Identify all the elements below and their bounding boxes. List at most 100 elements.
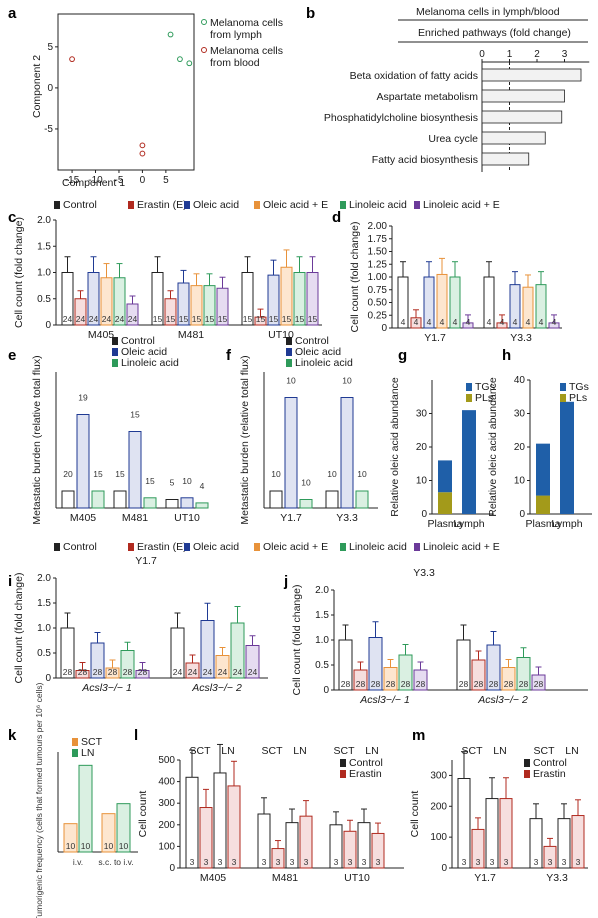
j-n-label: 28 xyxy=(386,679,396,689)
legend-swatch-control xyxy=(54,201,60,209)
h-legend-label: TGs xyxy=(569,381,589,393)
panel-label-b: b xyxy=(306,5,315,22)
g-bar xyxy=(438,460,452,493)
l-bar xyxy=(227,785,241,869)
a-point xyxy=(139,150,146,157)
m-n-label: 3 xyxy=(462,857,467,867)
c-n-label: 15 xyxy=(308,314,318,324)
b-xtick-label: 3 xyxy=(562,49,568,60)
c-ytick-label: 0.5 xyxy=(37,294,51,305)
legend-blood-text: Melanoma cells from blood xyxy=(210,45,286,69)
f-n-label: 10 xyxy=(357,469,367,479)
a-ytick-label: 5 xyxy=(47,42,53,53)
f-n-label: 10 xyxy=(327,469,337,479)
e-bar xyxy=(61,490,75,509)
i-ylabel: Cell count (fold change) xyxy=(13,573,25,684)
f-bar xyxy=(284,397,298,509)
e-bar xyxy=(180,497,194,509)
f-n-label: 10 xyxy=(301,478,311,488)
i-n-label: 24 xyxy=(188,667,198,677)
panel-label-a: a xyxy=(8,5,17,22)
legend-label-linoleic_e: Linoleic acid + E xyxy=(423,199,500,211)
legend-swatch-linoleic xyxy=(340,201,346,209)
l-n-label: 3 xyxy=(290,857,295,867)
d-n-label: 4 xyxy=(453,317,458,327)
g-bar xyxy=(462,410,476,514)
j-group-label: Acsl3−/− 2 xyxy=(477,694,528,706)
h-ytick-label: 10 xyxy=(514,476,526,487)
j-ytick-label: 1.5 xyxy=(315,610,329,621)
b-bar xyxy=(481,89,565,103)
f-legend-swatch xyxy=(286,337,292,345)
d-n-label: 4 xyxy=(466,317,471,327)
f-group-label: Y1.7 xyxy=(280,512,302,524)
e-group-label: M405 xyxy=(70,512,96,524)
h-category-label: Plasma xyxy=(525,518,560,530)
h-ytick-label: 0 xyxy=(519,509,525,520)
d-n-label: 4 xyxy=(539,317,544,327)
k-legend-label: SCT xyxy=(81,736,103,748)
c-n-label: 24 xyxy=(89,314,99,324)
m-legend-label: Erastin xyxy=(533,768,566,780)
m-n-label: 3 xyxy=(576,857,581,867)
c-n-label: 15 xyxy=(218,314,228,324)
l-ytick-label: 400 xyxy=(158,777,175,788)
j-n-label: 28 xyxy=(489,679,499,689)
panel-b-title: Melanoma cells in lymph/blood xyxy=(416,6,560,18)
j-ytick-label: 0.5 xyxy=(315,660,329,671)
legend-label-oleic: Oleic acid xyxy=(193,199,239,211)
c-n-label: 15 xyxy=(256,314,266,324)
panel-k-chart: Tumorigenic frequency (cells that formed… xyxy=(34,682,138,918)
legend-swatch-control xyxy=(54,543,60,551)
h-bar xyxy=(536,495,550,514)
f-n-label: 10 xyxy=(286,376,296,386)
d-ytick-label: 0.75 xyxy=(368,285,388,296)
g-category-label: Lymph xyxy=(453,518,484,530)
e-legend-swatch xyxy=(112,359,118,367)
m-group-label: Y1.7 xyxy=(474,872,496,884)
i-ytick-label: 1.0 xyxy=(37,623,51,634)
d-ytick-label: 0 xyxy=(381,323,387,334)
a-point xyxy=(177,56,183,63)
d-ylabel: Cell count (fold change) xyxy=(349,222,361,333)
panel-label-k: k xyxy=(8,727,17,744)
d-ytick-label: 0.50 xyxy=(368,298,388,309)
e-group-label: UT10 xyxy=(174,512,200,524)
k-bar xyxy=(116,803,131,853)
m-legend-label: Control xyxy=(533,757,567,769)
f-bar xyxy=(325,490,339,509)
c-n-label: 24 xyxy=(102,314,112,324)
j-n-label: 28 xyxy=(401,679,411,689)
g-ylabel: Relative oleic acid abundance xyxy=(389,377,401,517)
c-n-label: 15 xyxy=(166,314,176,324)
e-bar xyxy=(143,497,157,509)
legend-swatch-oleic_e xyxy=(254,201,260,209)
e-n-label: 4 xyxy=(200,481,205,491)
e-n-label: 10 xyxy=(182,476,192,486)
j-n-label: 28 xyxy=(534,679,544,689)
d-ytick-label: 1.50 xyxy=(368,247,388,258)
m-sct-label: SCT xyxy=(462,745,484,757)
panel-a-scatter: Component 1 Component 2 -15 -10 -5 0 5 5 0 -5 M… xyxy=(31,13,286,189)
m-n-label: 3 xyxy=(548,857,553,867)
i-ytick-label: 0.5 xyxy=(37,648,51,659)
panel-label-j: j xyxy=(283,573,288,590)
c-n-label: 24 xyxy=(76,314,86,324)
l-ytick-label: 300 xyxy=(158,798,175,809)
h-bar xyxy=(560,401,574,514)
f-group-label: Y3.3 xyxy=(336,512,358,524)
panel-j-chart: 0 0.5 1.0 1.5 2.0 Cell count (fold change) Y3.… xyxy=(291,567,588,706)
d-n-label: 4 xyxy=(526,317,531,327)
e-n-label: 20 xyxy=(63,469,73,479)
m-ytick-label: 300 xyxy=(430,770,447,781)
l-legend-swatch xyxy=(340,770,346,778)
j-n-label: 28 xyxy=(459,679,469,689)
j-group-label: Acsl3−/− 1 xyxy=(359,694,410,706)
l-ytick-label: 100 xyxy=(158,841,175,852)
d-ytick-label: 1.25 xyxy=(368,259,388,270)
l-ln-label: LN xyxy=(365,745,378,757)
a-xtick-label: -10 xyxy=(88,175,103,186)
h-legend-label: PLs xyxy=(569,392,587,404)
legend-lymph-text: Melanoma cells from lymph xyxy=(210,17,286,41)
i-n-label: 28 xyxy=(63,667,73,677)
